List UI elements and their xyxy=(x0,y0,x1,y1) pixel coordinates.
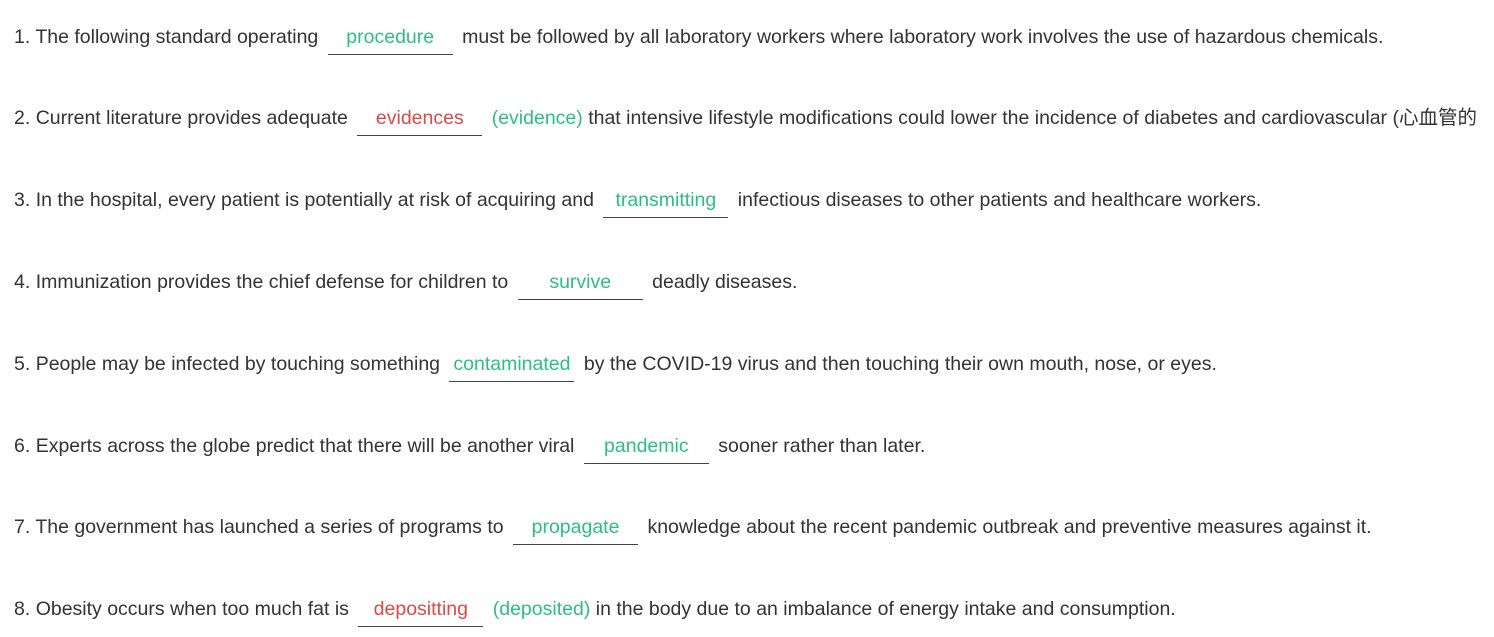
item-number: 1. xyxy=(14,26,31,48)
answer-blank[interactable]: procedure xyxy=(327,26,453,55)
sentence-row: 6. Experts across the globe predict that… xyxy=(14,434,926,464)
answer-text: propagate xyxy=(531,516,620,538)
item-number: 8. xyxy=(14,598,31,620)
sentence-after: deadly diseases. xyxy=(652,271,798,293)
correction-text: (evidence) xyxy=(491,107,583,129)
sentence-after: by the COVID-19 virus and then touching … xyxy=(583,353,1217,375)
answer-text: procedure xyxy=(346,26,435,48)
sentence-after: knowledge about the recent pandemic outb… xyxy=(647,516,1372,538)
sentence-before: In the hospital, every patient is potent… xyxy=(35,189,594,211)
sentence-after: infectious diseases to other patients an… xyxy=(737,189,1262,211)
answer-blank[interactable]: pandemic xyxy=(583,435,709,464)
sentence-before: Immunization provides the chief defense … xyxy=(35,271,509,293)
sentence-row: 3. In the hospital, every patient is pot… xyxy=(14,188,1262,218)
sentence-row: 5. People may be infected by touching so… xyxy=(14,352,1217,382)
answer-blank[interactable]: survive xyxy=(517,271,643,300)
answer-text: survive xyxy=(549,271,612,293)
answer-text: pandemic xyxy=(604,435,689,457)
sentence-before: Obesity occurs when too much fat is xyxy=(35,598,349,620)
answer-blank[interactable]: transmitting xyxy=(603,189,729,218)
sentence-before: People may be infected by touching somet… xyxy=(35,353,441,375)
answer-text: transmitting xyxy=(615,189,717,211)
item-number: 4. xyxy=(14,271,31,293)
correction-text: (deposited) xyxy=(492,598,591,620)
sentence-after: in the body due to an imbalance of energ… xyxy=(595,598,1176,620)
answer-blank[interactable]: evidences xyxy=(357,107,483,136)
sentence-row: 2. Current literature provides adequate … xyxy=(14,106,1477,136)
item-number: 7. xyxy=(14,516,31,538)
sentence-row: 4. Immunization provides the chief defen… xyxy=(14,270,798,300)
sentence-after: must be followed by all laboratory worke… xyxy=(462,26,1384,48)
sentence-row: 1. The following standard operating proc… xyxy=(14,25,1384,55)
sentence-before: Current literature provides adequate xyxy=(35,107,348,129)
answer-text: contaminated xyxy=(453,353,571,375)
item-number: 5. xyxy=(14,353,31,375)
item-number: 6. xyxy=(14,435,31,457)
sentence-row: 7. The government has launched a series … xyxy=(14,515,1372,545)
sentence-before: Experts across the globe predict that th… xyxy=(35,435,575,457)
item-number: 2. xyxy=(14,107,31,129)
answer-blank[interactable]: depositting xyxy=(358,598,484,627)
answer-text: evidences xyxy=(375,107,464,129)
sentence-row: 8. Obesity occurs when too much fat is d… xyxy=(14,597,1176,627)
item-number: 3. xyxy=(14,189,31,211)
sentence-before: The government has launched a series of … xyxy=(35,516,504,538)
sentence-after: sooner rather than later. xyxy=(718,435,926,457)
sentence-before: The following standard operating xyxy=(35,26,319,48)
answer-text: depositting xyxy=(373,598,468,620)
answer-blank[interactable]: propagate xyxy=(513,516,639,545)
sentence-after: that intensive lifestyle modifications c… xyxy=(588,107,1477,129)
answer-blank[interactable]: contaminated xyxy=(449,353,575,382)
